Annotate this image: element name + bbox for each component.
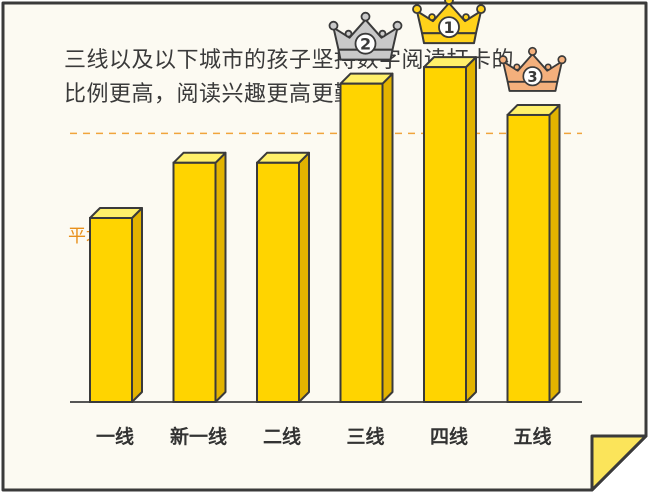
rank-number: 3	[527, 69, 537, 86]
bar-side	[214, 151, 227, 403]
crown-jewel	[392, 20, 403, 31]
rank-number: 2	[360, 35, 371, 54]
bar-side	[548, 103, 561, 403]
bar-front	[423, 66, 467, 404]
bar-2	[172, 151, 227, 403]
bar-front	[89, 217, 133, 403]
bar-top	[172, 151, 227, 164]
bar-top	[256, 151, 310, 164]
rank-badge	[354, 32, 377, 55]
crown-jewel	[328, 20, 339, 31]
bar-4	[339, 72, 394, 404]
x-tick-label: 二线	[263, 425, 301, 448]
rank-badge	[438, 16, 460, 39]
bar-side	[381, 72, 394, 403]
bar-top	[89, 207, 143, 219]
bar-side	[465, 56, 477, 403]
x-tick-label: 一线	[96, 425, 134, 448]
crown-bronze-icon: 3	[498, 46, 567, 92]
bar-front	[256, 161, 300, 403]
bar-top	[506, 103, 561, 116]
x-tick-label: 三线	[346, 425, 384, 448]
crown-gold-icon: 1	[412, 0, 486, 45]
rank-number: 1	[443, 18, 454, 37]
rank-badge	[522, 66, 543, 87]
bar-front	[172, 161, 217, 403]
bar-6	[506, 103, 561, 404]
crown-jewel	[544, 63, 552, 71]
x-tick-label: 新一线	[170, 425, 227, 448]
bar-front	[506, 113, 551, 404]
crown-jewel	[498, 55, 508, 65]
crown-jewel	[444, 0, 454, 6]
crown-jewel	[344, 29, 353, 38]
x-tick-label: 四线	[430, 425, 468, 448]
crown-jewel	[378, 29, 387, 38]
crown-jewel	[428, 13, 436, 22]
bar-top	[423, 56, 477, 69]
crowns-layer: 1 2 3	[328, 0, 567, 92]
bar-1	[89, 207, 143, 403]
bar-3	[256, 151, 310, 403]
crown-jewel	[476, 4, 486, 15]
crown-jewel	[513, 63, 521, 71]
crown-silver-icon: 2	[328, 11, 403, 61]
crown-jewel	[462, 13, 470, 22]
x-tick-label: 五线	[513, 425, 551, 448]
bar-side	[131, 207, 143, 403]
bar-top	[339, 72, 394, 85]
crown-jewel	[360, 11, 371, 22]
crown-jewel	[557, 55, 567, 65]
bars-layer: 一线 新一线 二线 三线 四线 五线	[70, 56, 582, 448]
corner-fold	[590, 434, 648, 492]
crown-jewel	[412, 4, 422, 15]
bar-5	[423, 56, 477, 404]
bar-side	[298, 151, 310, 403]
crown-jewel	[527, 46, 538, 56]
bar-front	[339, 82, 384, 404]
